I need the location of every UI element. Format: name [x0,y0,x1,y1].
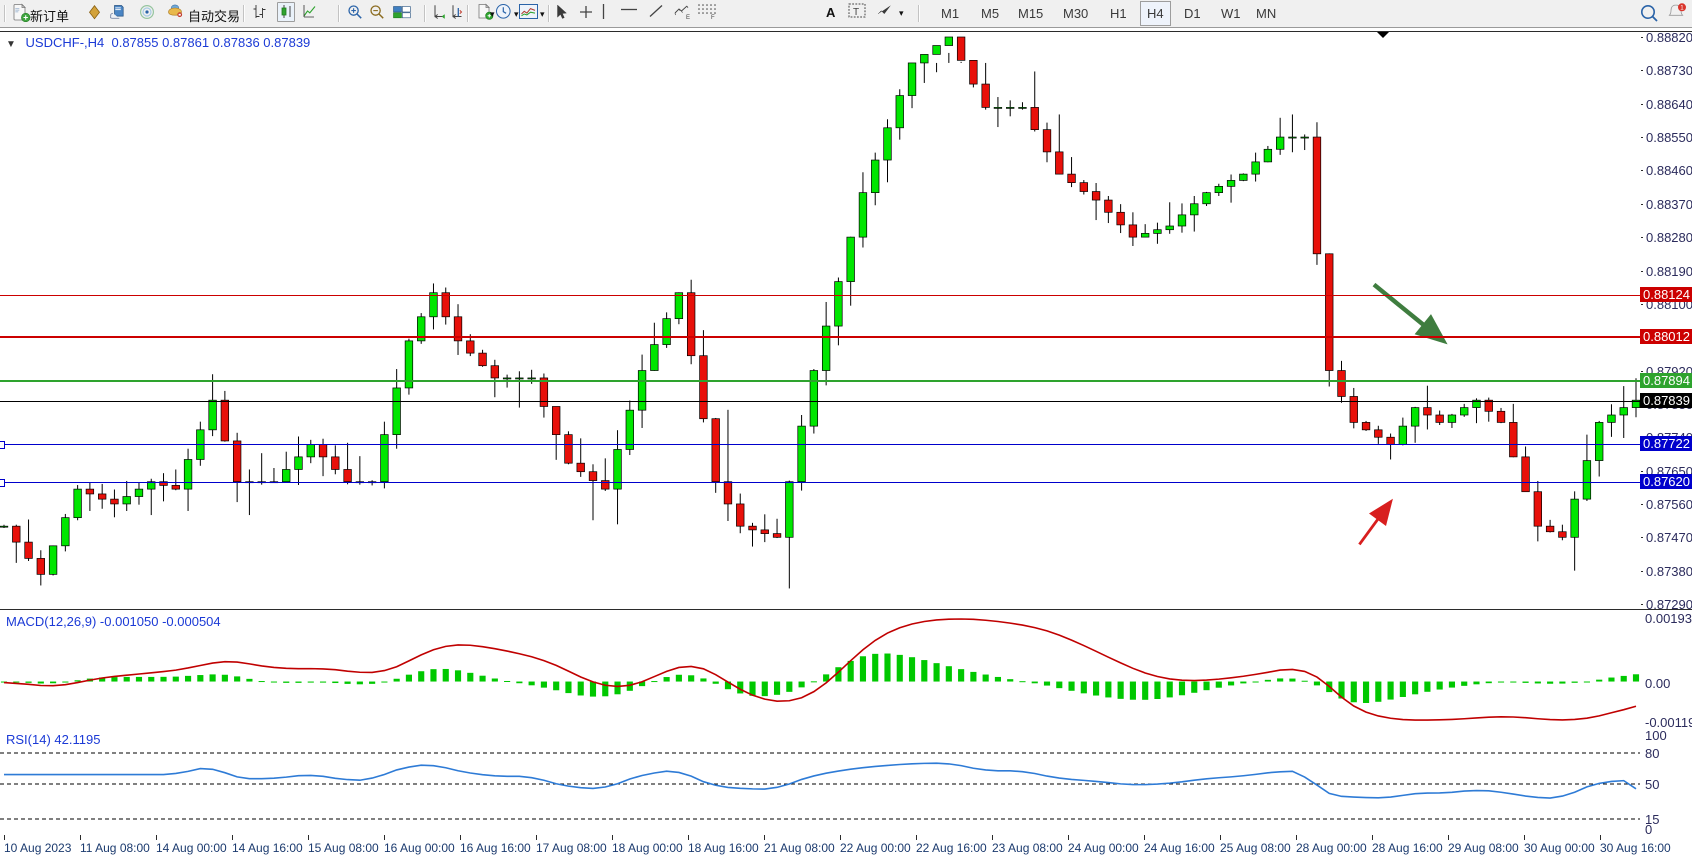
svg-text:T: T [853,7,859,18]
svg-text:E: E [686,15,690,20]
svg-text:1: 1 [1680,5,1684,12]
svg-text:F: F [711,15,715,19]
